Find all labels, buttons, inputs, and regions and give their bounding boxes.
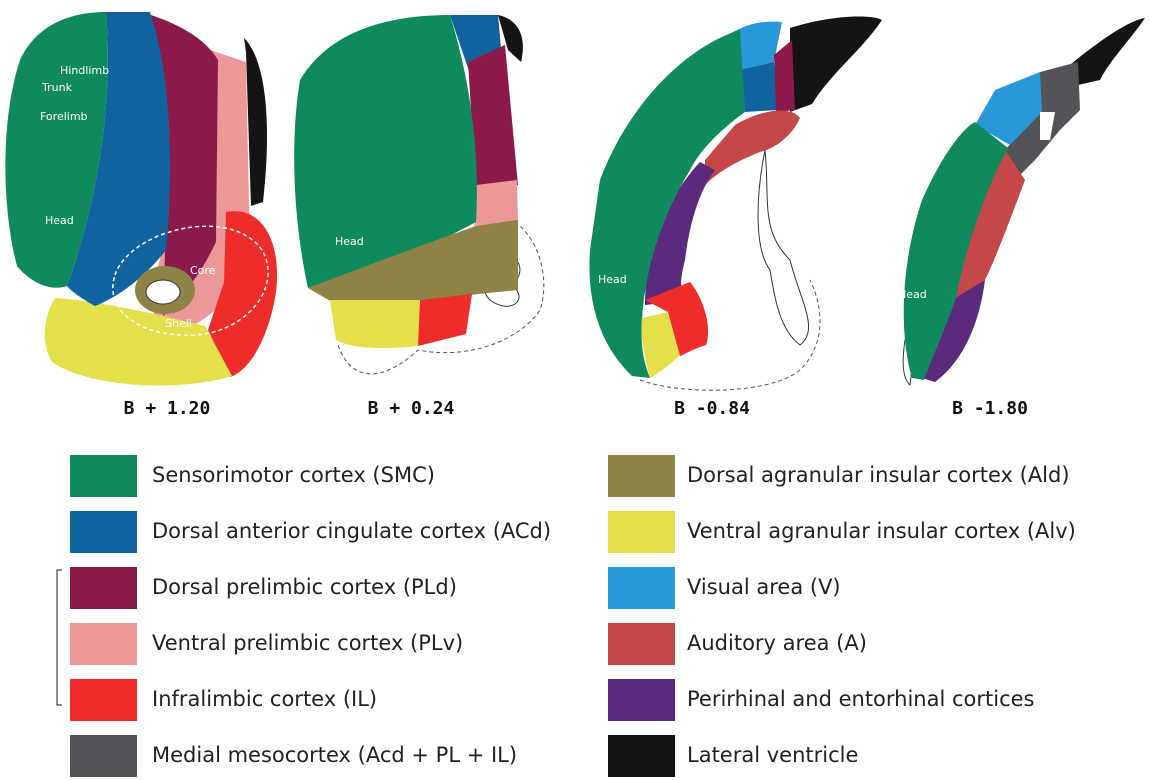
legend-swatch [70, 623, 137, 665]
annotation: Forelimb [40, 110, 88, 123]
bracket [57, 570, 62, 705]
region [418, 294, 472, 346]
legend-label: Visual area (V) [687, 575, 841, 599]
section-label: B + 0.24 [368, 398, 455, 419]
ventricle-hole [146, 280, 180, 304]
annotation: Head [335, 235, 364, 248]
region [790, 16, 882, 112]
legend-swatch [608, 623, 675, 665]
annotation: Head [598, 273, 627, 286]
legend-label: Medial mesocortex (Acd + PL + IL) [152, 743, 517, 767]
annotation: Shell [165, 317, 192, 330]
legend-label: Ventral prelimbic cortex (PLv) [152, 631, 463, 655]
legend-label: Dorsal prelimbic cortex (PLd) [152, 575, 457, 599]
legend-swatch [70, 511, 137, 553]
legend-label: Sensorimotor cortex (SMC) [152, 463, 435, 487]
section-3: Head B -0.84 [589, 16, 882, 419]
section-2: Head B + 0.24 [294, 15, 544, 419]
legend-swatch [70, 455, 137, 497]
annotation: Hindlimb [60, 64, 109, 77]
legend-label: Ventral agranular insular cortex (Alv) [687, 519, 1076, 543]
legend-swatch [608, 455, 675, 497]
section-4: Head B -1.80 [898, 18, 1145, 419]
region [774, 40, 795, 112]
legend-swatch [608, 679, 675, 721]
legend-label: Dorsal anterior cingulate cortex (ACd) [152, 519, 551, 543]
legend-swatch [70, 679, 137, 721]
legend-swatch [608, 735, 675, 777]
legend-label: Auditory area (A) [687, 631, 867, 655]
legend-label: Infralimbic cortex (IL) [152, 687, 377, 711]
legend-swatch [70, 735, 137, 777]
legend-swatch [608, 567, 675, 609]
legend-label: Perirhinal and entorhinal cortices [687, 687, 1035, 711]
outline [758, 150, 809, 345]
region [330, 300, 420, 348]
region [1070, 18, 1145, 85]
region [740, 62, 778, 112]
legend-label: Lateral ventricle [687, 743, 858, 767]
section-label: B -1.80 [952, 398, 1028, 419]
annotation: Trunk [41, 81, 73, 94]
section-label: B -0.84 [674, 398, 750, 419]
legend-swatch [608, 511, 675, 553]
section-1: Hindlimb Trunk Forelimb Head Core Shell … [5, 12, 277, 419]
figure: Hindlimb Trunk Forelimb Head Core Shell … [0, 0, 1150, 780]
legend: Sensorimotor cortex (SMC) Dorsal anterior… [70, 455, 1076, 777]
legend-swatch [70, 567, 137, 609]
annotation: Core [190, 264, 216, 277]
section-label: B + 1.20 [124, 398, 211, 419]
annotation: Head [898, 288, 927, 301]
annotation: Head [45, 214, 74, 227]
legend-label: Dorsal agranular insular cortex (Ald) [687, 463, 1070, 487]
